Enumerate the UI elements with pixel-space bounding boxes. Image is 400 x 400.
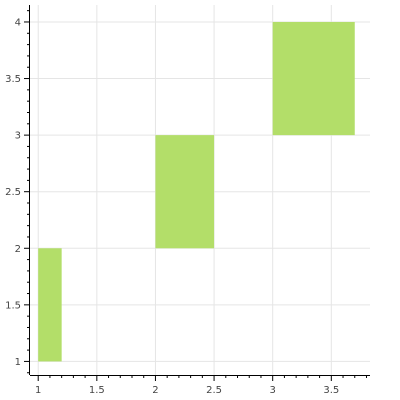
bar-2 — [155, 135, 215, 249]
y-tick-label: 2 — [15, 244, 21, 255]
y-tick-label: 1.5 — [5, 300, 21, 311]
bar-1 — [38, 248, 62, 362]
y-tick-label: 2.5 — [5, 187, 21, 198]
y-tick-label: 4 — [15, 17, 21, 28]
y-tick-label: 3 — [15, 131, 21, 142]
x-tick-label: 1 — [35, 385, 41, 396]
axes — [29, 5, 370, 376]
ticks: 1 1.5 2 2.5 3 3.5 1 1.5 2 2.5 3 3.5 4 — [5, 10, 367, 396]
x-tick-label: 3.5 — [323, 385, 339, 396]
x-tick-label: 3 — [270, 385, 276, 396]
y-tick-label: 1 — [15, 357, 21, 368]
x-tick-label: 2 — [152, 385, 158, 396]
x-tick-label: 1.5 — [89, 385, 105, 396]
bar-3 — [272, 21, 355, 136]
bars — [38, 21, 355, 362]
x-tick-label: 2.5 — [206, 385, 222, 396]
y-tick-label: 3.5 — [5, 74, 21, 85]
